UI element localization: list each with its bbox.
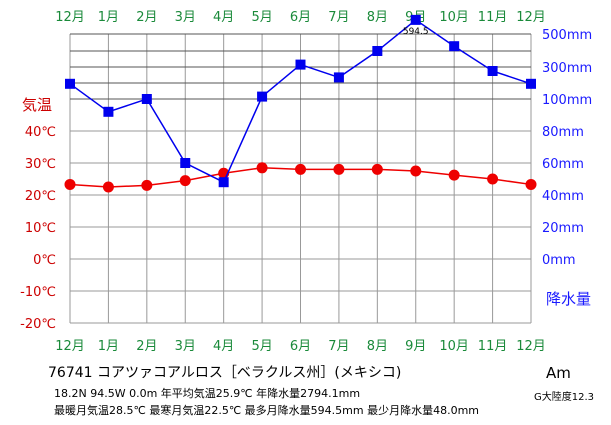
precipitation-point <box>141 94 152 104</box>
month-label: 10月 <box>439 339 469 354</box>
month-label: 7月 <box>328 10 349 25</box>
month-label: 12月 <box>516 10 546 25</box>
precipitation-point <box>180 158 191 168</box>
precipitation-tick-label: 300mm <box>542 61 592 76</box>
month-label: 5月 <box>251 339 272 354</box>
precipitation-tick-labels: 500mm 300mm 100mm 80mm 60mm 40mm 20mm 0mm <box>542 28 592 268</box>
month-labels-bottom: 12月 1月 2月 3月 4月 5月 6月 7月 8月 9月 10月 11月 12月 <box>55 339 546 354</box>
temperature-point <box>295 163 306 175</box>
month-label: 9月 <box>405 339 426 354</box>
temperature-tick-label: -20℃ <box>20 317 56 332</box>
precipitation-tick-label: 40mm <box>542 189 584 204</box>
month-label: 2月 <box>136 339 157 354</box>
temperature-tick-label: 0℃ <box>33 253 56 268</box>
temperature-tick-label: 40℃ <box>25 125 56 140</box>
precipitation-data-label: 594.5 <box>403 27 429 37</box>
temperature-point <box>333 163 345 175</box>
month-label: 12月 <box>516 339 546 354</box>
temperature-point <box>179 175 191 187</box>
month-label: 3月 <box>175 10 196 25</box>
month-label: 1月 <box>98 10 119 25</box>
precipitation-axis-title: 降水量 <box>546 290 591 308</box>
precipitation-point <box>372 46 383 56</box>
grid-lines <box>69 33 532 324</box>
month-label: 6月 <box>290 10 311 25</box>
station-location-summary: 18.2N 94.5W 0.0m 年平均気温25.9℃ 年降水量2794.1mm <box>54 387 361 400</box>
temperature-point <box>525 178 537 190</box>
month-label: 7月 <box>328 339 349 354</box>
month-label: 4月 <box>213 339 234 354</box>
precipitation-series <box>65 14 536 188</box>
temperature-axis-title: 気温 <box>22 96 52 114</box>
precipitation-tick-label: 60mm <box>542 157 584 172</box>
temperature-tick-label: 10℃ <box>25 221 56 236</box>
temperature-point <box>487 173 499 185</box>
temperature-point <box>102 181 114 193</box>
month-label: 11月 <box>478 10 508 25</box>
month-label: 3月 <box>175 339 196 354</box>
precipitation-tick-label: 0mm <box>542 253 576 268</box>
month-label: 12月 <box>55 10 85 25</box>
temperature-tick-labels: 40℃ 30℃ 20℃ 10℃ 0℃ -10℃ -20℃ <box>20 125 56 332</box>
month-label: 10月 <box>439 10 469 25</box>
precipitation-tick-label: 100mm <box>542 93 592 108</box>
precipitation-point <box>410 14 421 25</box>
precipitation-point <box>333 72 344 83</box>
precipitation-point <box>65 78 75 89</box>
precipitation-point <box>295 59 306 70</box>
precipitation-point <box>103 106 114 117</box>
continentality-index: G大陸度12.3 <box>534 392 595 403</box>
climate-classification: Am <box>546 364 571 382</box>
month-label: 8月 <box>367 339 388 354</box>
data-labels: 594.5 <box>403 27 429 37</box>
precipitation-point <box>257 91 268 102</box>
temperature-tick-label: 20℃ <box>25 189 56 204</box>
precipitation-tick-label: 500mm <box>542 28 592 43</box>
temperature-tick-label: -10℃ <box>20 285 56 300</box>
precipitation-point <box>526 78 536 89</box>
month-label: 4月 <box>213 10 234 25</box>
temperature-point <box>64 178 76 190</box>
temperature-point <box>256 162 268 174</box>
precipitation-point <box>487 66 498 76</box>
month-label: 8月 <box>367 10 388 25</box>
precipitation-tick-label: 20mm <box>542 221 584 236</box>
month-label: 2月 <box>136 10 157 25</box>
month-label: 1月 <box>98 339 119 354</box>
month-label: 6月 <box>290 339 311 354</box>
temperature-tick-label: 30℃ <box>25 157 56 172</box>
temperature-point <box>410 165 422 177</box>
month-label: 12月 <box>55 339 85 354</box>
month-label: 11月 <box>478 339 508 354</box>
temperature-point <box>141 179 153 191</box>
station-extremes-summary: 最暖月気温28.5℃ 最寒月気温22.5℃ 最多月降水量594.5mm 最少月降… <box>54 404 480 417</box>
month-label: 5月 <box>251 10 272 25</box>
precipitation-tick-label: 80mm <box>542 125 584 140</box>
temperature-point <box>371 163 383 175</box>
precipitation-point <box>218 177 229 188</box>
temperature-point <box>448 169 460 181</box>
station-name: 76741 コアツァコアルロス［ベラクルス州］(メキシコ) <box>48 365 402 381</box>
precipitation-point <box>449 41 460 52</box>
temperature-series <box>64 162 537 193</box>
